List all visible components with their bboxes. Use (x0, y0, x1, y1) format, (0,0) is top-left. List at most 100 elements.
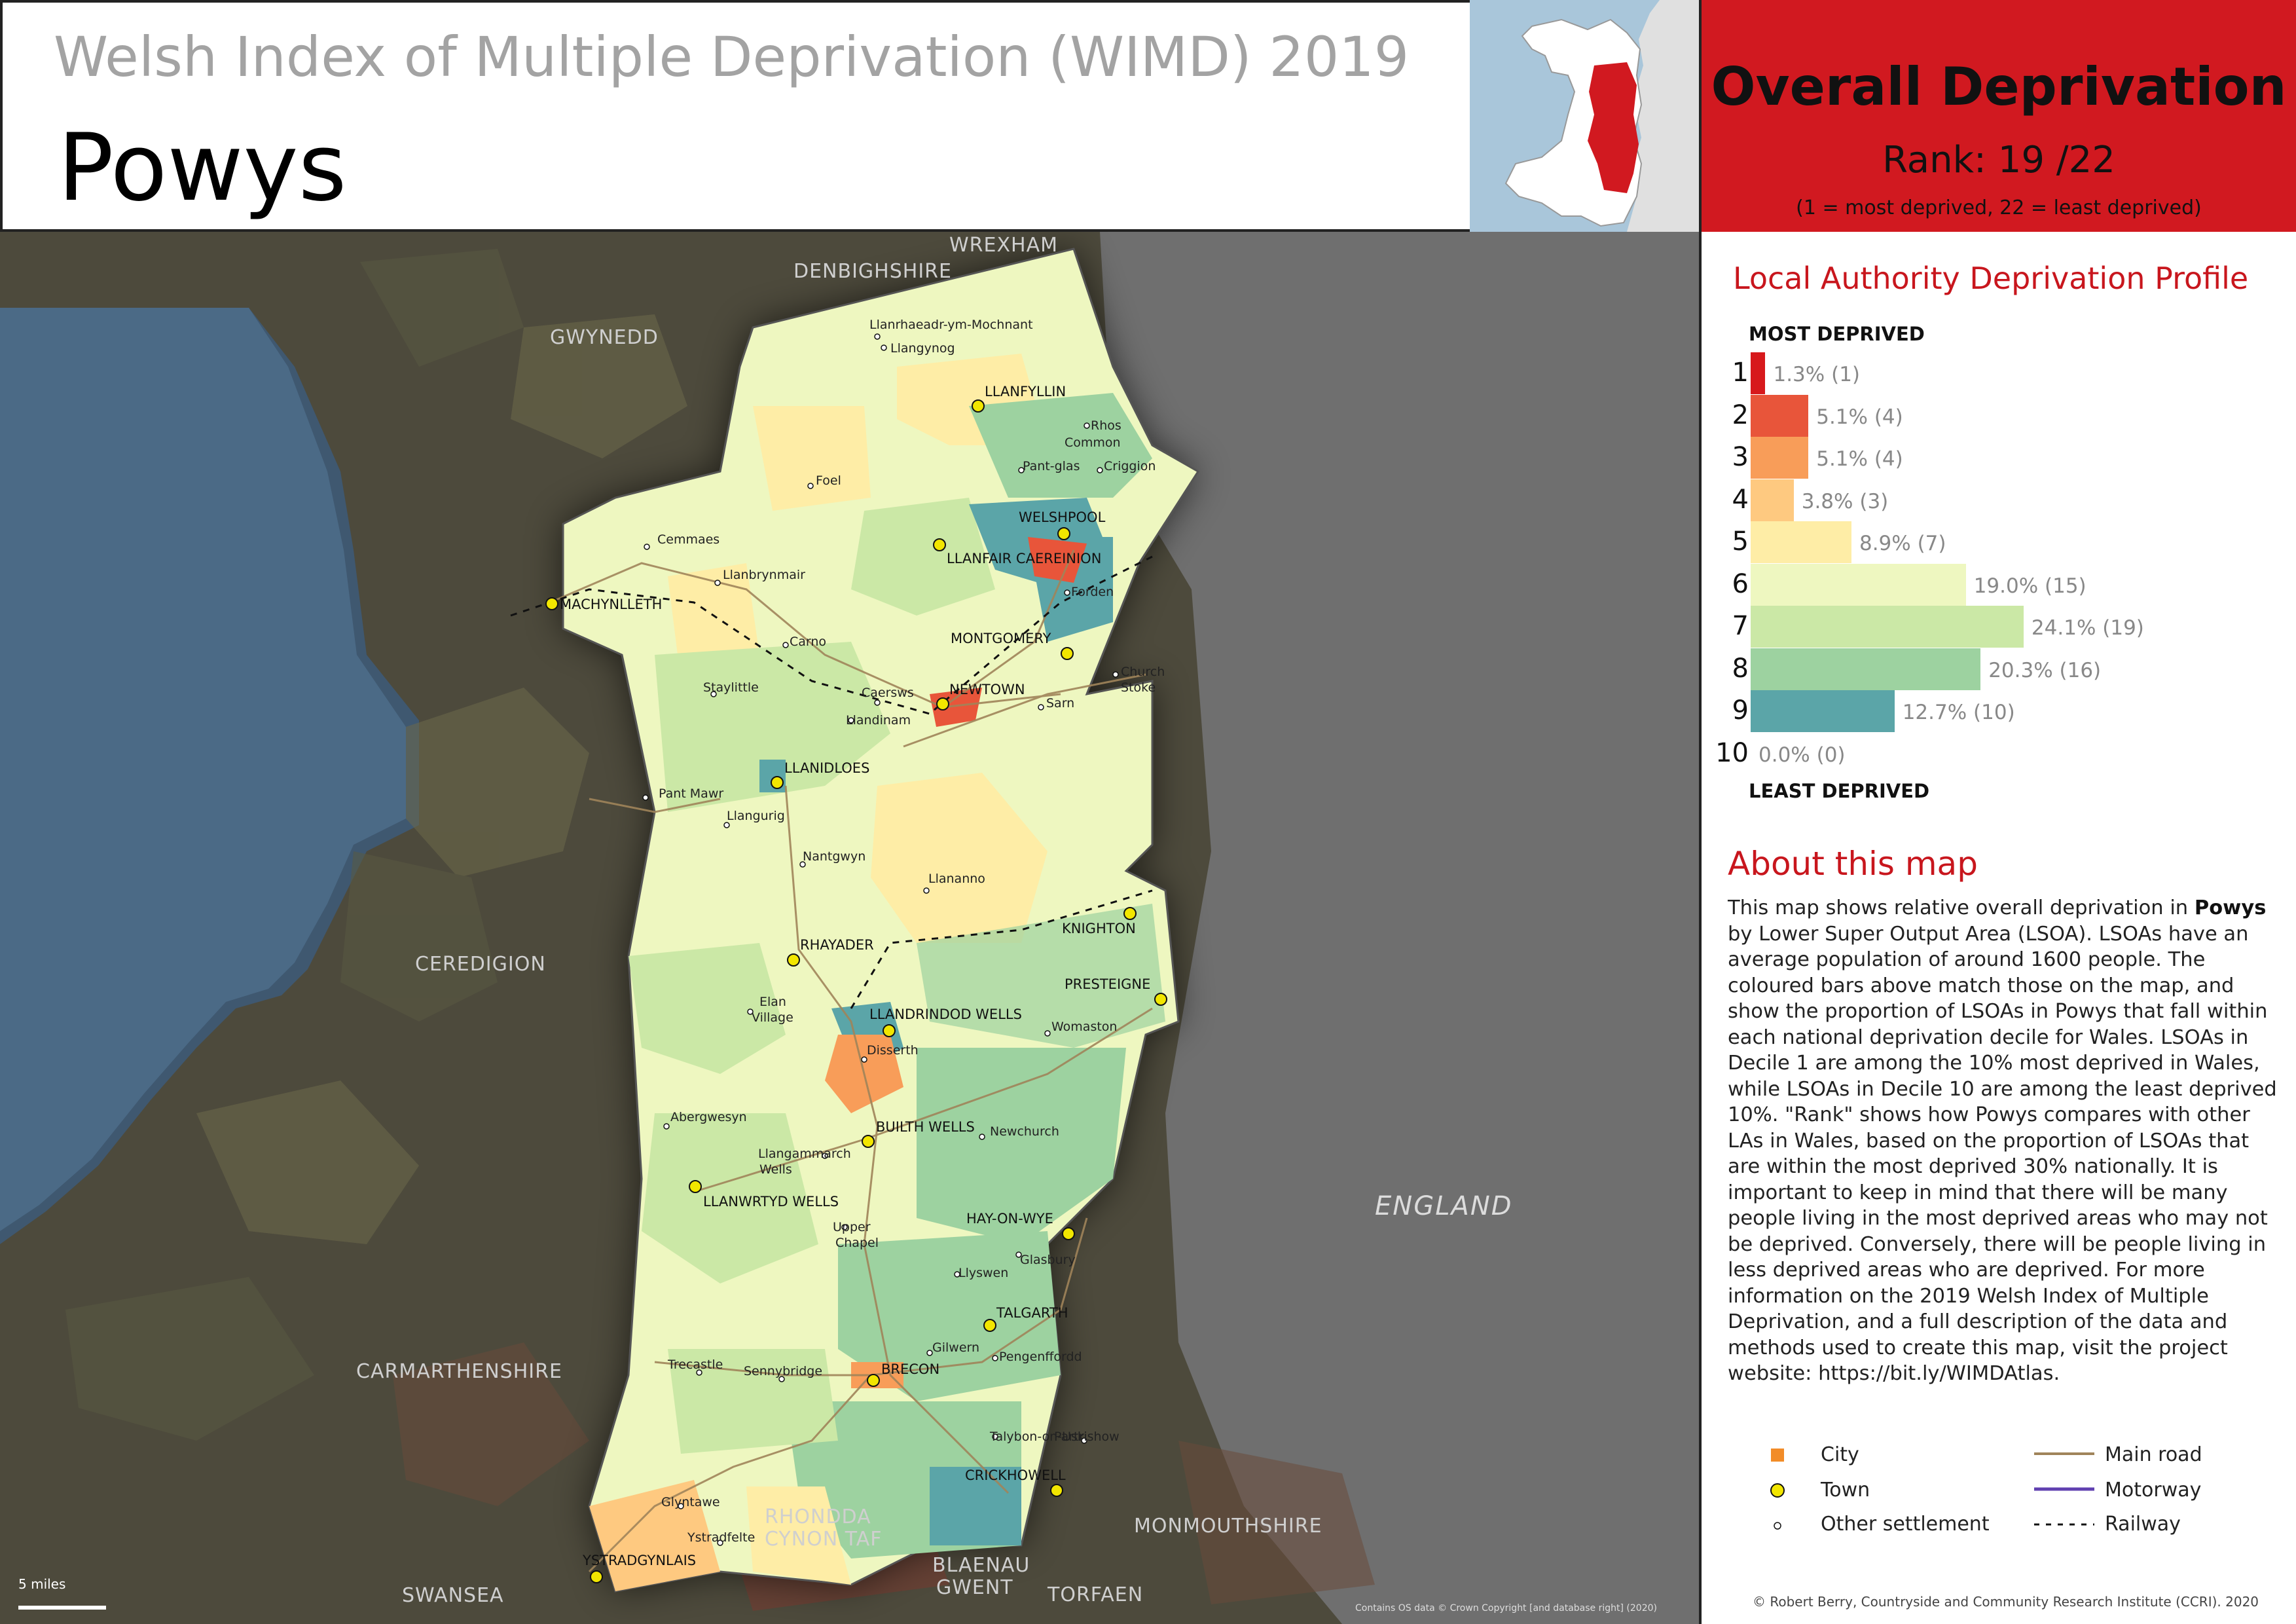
decile-bar (1751, 352, 1766, 394)
decile-bar (1751, 563, 1966, 606)
region-label-denbighshire: DENBIGHSHIRE (793, 260, 952, 283)
decile-value-label: 20.3% (16) (1988, 658, 2102, 682)
region-label-rhondda: RHONDDA (765, 1505, 871, 1528)
decile-number: 7 (1732, 611, 1749, 641)
town-welshpool: WELSHPOOL (1019, 509, 1106, 525)
about-text: This map shows relative overall deprivat… (1728, 896, 2277, 1385)
svg-text:Village: Village (752, 1010, 793, 1025)
svg-text:Womaston: Womaston (1051, 1020, 1117, 1034)
decile-row: 8 20.3% (16) (1702, 648, 2296, 691)
svg-text:Glasbury: Glasbury (1020, 1253, 1076, 1267)
legend-main-road: Main road (2105, 1443, 2202, 1466)
town-symbol (1770, 1483, 1785, 1498)
town-montgomery: MONTGOMERY (951, 631, 1051, 646)
decile-value-label: 5.1% (4) (1816, 405, 1903, 429)
decile-row: 3 5.1% (4) (1702, 437, 2296, 479)
svg-text:Glyntawe: Glyntawe (661, 1495, 720, 1509)
legend-railway: Railway (2105, 1513, 2181, 1536)
svg-text:Pant-glas: Pant-glas (1023, 459, 1080, 473)
town-llanfair-caereinion: LLANFAIR CAEREINION (947, 551, 1101, 566)
summary-box: Overall Deprivation Rank: 19 /22 (1 = mo… (1702, 0, 2296, 232)
decile-row: 2 5.1% (4) (1702, 394, 2296, 437)
region-label-carmarthenshire: CARMARTHENSHIRE (356, 1360, 562, 1383)
svg-text:Sennybridge: Sennybridge (744, 1364, 822, 1378)
map-legend: City Town Other settlement Main road Mot… (1702, 1434, 2296, 1539)
decile-value-label: 8.9% (7) (1859, 532, 1946, 555)
decile-row: 6 19.0% (15) (1702, 563, 2296, 606)
england-label: ENGLAND (1375, 1191, 1513, 1221)
svg-text:Disserth: Disserth (867, 1043, 919, 1058)
svg-text:Llananno: Llananno (928, 872, 985, 886)
town-ystradgynlais: YSTRADGYNLAIS (582, 1553, 696, 1568)
scale-bar: 5 miles (18, 1576, 106, 1610)
svg-text:Llangynog: Llangynog (890, 341, 955, 356)
summary-heading: Overall Deprivation (1711, 56, 2287, 117)
svg-text:Talybon-on-Usk: Talybon-on-Usk (989, 1430, 1085, 1444)
region-label-ceredigion: CEREDIGION (415, 953, 546, 976)
about-heading: About this map (1728, 845, 1978, 883)
town-llanidloes: LLANIDLOES (784, 760, 869, 776)
os-credit: Contains OS data © Crown Copyright [and … (1355, 1603, 1657, 1614)
svg-text:Elan: Elan (759, 995, 786, 1009)
rank-value: Rank: 19 /22 (1882, 139, 2115, 181)
decile-value-label: 0.0% (0) (1758, 743, 1846, 767)
map-title: Powys (58, 114, 347, 222)
decile-bar (1751, 606, 2024, 648)
author-credit: © Robert Berry, Countryside and Communit… (1753, 1594, 2259, 1610)
town-hay-on-wye: HAY-ON-WYE (966, 1211, 1053, 1227)
svg-text:Newchurch: Newchurch (990, 1124, 1059, 1139)
map-subtitle: Welsh Index of Multiple Deprivation (WIM… (54, 25, 1410, 89)
svg-text:5 miles: 5 miles (18, 1576, 65, 1592)
town-presteigne: PRESTEIGNE (1065, 976, 1150, 992)
decile-bar (1751, 437, 1809, 479)
decile-number: 5 (1732, 526, 1749, 557)
svg-text:Rhos: Rhos (1091, 418, 1121, 433)
svg-text:Upper: Upper (833, 1220, 871, 1234)
region-label-gwent: GWENT (936, 1576, 1013, 1599)
svg-text:Sarn: Sarn (1046, 696, 1074, 710)
region-label-swansea: SWANSEA (402, 1584, 504, 1607)
svg-text:Llyswen: Llyswen (958, 1266, 1008, 1280)
region-label-cynon-taf: CYNON TAF (765, 1528, 883, 1551)
deprivation-map: WREXHAM DENBIGHSHIRE GWYNEDD CEREDIGION … (0, 232, 1699, 1624)
decile-value-label: 3.8% (3) (1801, 489, 1889, 513)
svg-text:Ystradfelte: Ystradfelte (687, 1530, 755, 1545)
town-llandrindod-wells: LLANDRINDOD WELLS (869, 1006, 1022, 1022)
legend-town: Town (1821, 1479, 1870, 1502)
region-label-gwynedd: GWYNEDD (550, 326, 659, 349)
decile-row: 1 1.3% (1) (1702, 352, 2296, 395)
svg-text:Pant Mawr: Pant Mawr (659, 786, 723, 801)
svg-text:Church: Church (1121, 665, 1165, 679)
svg-text:Wells: Wells (759, 1162, 792, 1177)
rank-note: (1 = most deprived, 22 = least deprived) (1796, 196, 2202, 219)
town-rhayader: RHAYADER (800, 937, 874, 953)
town-talgarth: TALGARTH (996, 1305, 1068, 1321)
decile-value-label: 12.7% (10) (1902, 701, 2015, 724)
decile-bar (1751, 690, 1895, 732)
town-builth-wells: BUILTH WELLS (876, 1119, 975, 1135)
svg-text:Carno: Carno (790, 635, 826, 649)
least-deprived-label: LEAST DEPRIVED (1749, 780, 1930, 802)
decile-bar-chart: 1 1.3% (1) 2 5.1% (4) 3 5.1% (4) 4 3.8% (3) 5 8.9… (1702, 352, 2296, 775)
decile-number: 4 (1732, 484, 1749, 515)
town-brecon: BRECON (881, 1361, 939, 1377)
svg-text:Gilwern: Gilwern (932, 1340, 979, 1355)
decile-row: 10 0.0% (0) (1702, 733, 2296, 775)
svg-text:Cemmaes: Cemmaes (657, 532, 720, 547)
decile-value-label: 1.3% (1) (1773, 363, 1861, 386)
legend-other-settlement: Other settlement (1821, 1513, 1990, 1536)
decile-value-label: 19.0% (15) (1973, 574, 2086, 598)
decile-number: 10 (1715, 737, 1749, 768)
decile-row: 5 8.9% (7) (1702, 521, 2296, 564)
svg-text:Common: Common (1065, 435, 1121, 450)
decile-bar (1751, 521, 1851, 563)
decile-number: 9 (1732, 695, 1749, 726)
decile-bar (1751, 479, 1794, 521)
svg-text:Nantgwyn: Nantgwyn (803, 849, 866, 864)
region-label-monmouthshire: MONMOUTHSHIRE (1134, 1515, 1322, 1538)
town-llanwrtyd-wells: LLANWRTYD WELLS (703, 1194, 839, 1209)
region-label-torfaen: TORFAEN (1047, 1583, 1143, 1606)
info-panel: Overall Deprivation Rank: 19 /22 (1 = mo… (1699, 0, 2296, 1624)
town-newtown: NEWTOWN (949, 682, 1025, 697)
decile-number: 2 (1732, 399, 1749, 430)
